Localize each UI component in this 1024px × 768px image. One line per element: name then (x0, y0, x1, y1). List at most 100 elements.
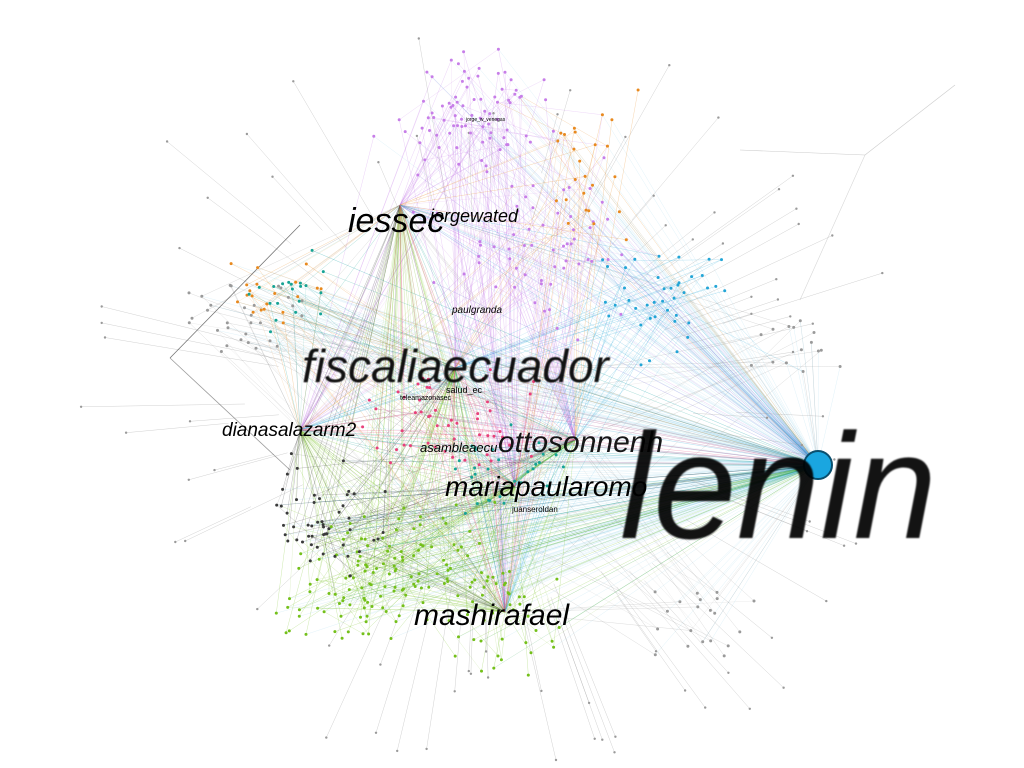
label-juanseroldan[interactable]: juanseroldan (511, 505, 558, 514)
edge (273, 286, 456, 369)
edge (454, 102, 511, 369)
label-jorgewated[interactable]: jorgewated (427, 206, 519, 226)
edge (299, 429, 495, 503)
edge (454, 367, 557, 456)
graph-node (446, 580, 450, 583)
edge (399, 204, 521, 605)
edge (673, 297, 819, 466)
label-paulgranda[interactable]: paulgranda (451, 305, 502, 316)
edge (487, 576, 506, 613)
label-fiscaliaecuador[interactable]: fiscaliaecuador (302, 340, 611, 392)
edge (530, 141, 819, 466)
graph-node (472, 98, 476, 101)
edge (343, 464, 819, 598)
edge (484, 583, 487, 652)
graph-node (408, 444, 412, 448)
edge (554, 266, 819, 466)
edge (299, 429, 361, 557)
graph-node (508, 443, 512, 447)
edge (275, 320, 819, 466)
graph-node (249, 321, 253, 325)
edge (402, 485, 516, 561)
edge (557, 140, 819, 466)
edge (299, 429, 540, 463)
edge (504, 287, 515, 613)
edge (410, 445, 453, 458)
graph-node (383, 490, 387, 493)
label-ottosonnenh[interactable]: ottosonnenh (498, 426, 663, 459)
edge (317, 485, 516, 523)
edge (454, 367, 711, 642)
edge (343, 460, 468, 556)
edge (443, 464, 819, 561)
edge (422, 464, 819, 546)
edge (310, 204, 401, 585)
edge (454, 210, 589, 369)
graph-node (513, 479, 517, 483)
edge (454, 367, 689, 647)
edge (513, 234, 819, 466)
edge (457, 464, 819, 596)
label-mashirafael[interactable]: mashirafael (414, 599, 570, 632)
graph-node (363, 569, 367, 573)
edge (574, 89, 639, 441)
graph-node (426, 441, 430, 445)
graph-node (496, 118, 499, 121)
label-lenin[interactable]: lenin (620, 402, 937, 570)
lenin-node[interactable] (803, 450, 833, 480)
label-dianasalazarm2[interactable]: dianasalazarm2 (222, 420, 357, 441)
graph-node (430, 75, 434, 79)
edge (299, 429, 421, 517)
edge (305, 204, 401, 635)
label-salud-ec[interactable]: salud_ec (446, 385, 483, 395)
edge (339, 439, 576, 604)
graph-node (342, 596, 346, 600)
edge (533, 381, 819, 466)
graph-node (511, 608, 515, 612)
edge (567, 243, 819, 466)
graph-node (557, 626, 561, 629)
graph-node (304, 262, 308, 266)
graph-node (534, 462, 538, 466)
edge (504, 261, 592, 613)
label-asambleaec[interactable]: asambleaecu (420, 440, 497, 455)
graph-node (257, 285, 261, 289)
edge (514, 97, 520, 487)
label-mariapaularomo[interactable]: mariapaularomo (445, 471, 647, 502)
graph-node (268, 301, 272, 305)
edge (299, 301, 456, 369)
edge (503, 137, 516, 487)
edge (299, 429, 455, 440)
graph-node (247, 292, 251, 296)
graph-node (356, 563, 360, 567)
graph-node (478, 116, 482, 120)
edge (456, 464, 819, 506)
edge (421, 411, 819, 466)
edge (264, 309, 819, 466)
graph-node (470, 475, 474, 479)
graph-node (300, 299, 304, 303)
graph-node (417, 37, 420, 40)
edge (711, 351, 794, 365)
edge (715, 494, 808, 532)
edge (419, 464, 819, 575)
edge (360, 485, 516, 557)
edge (343, 439, 576, 540)
edge (442, 105, 506, 613)
label-small-top[interactable]: jorge_w_venegas (465, 117, 506, 123)
edge (498, 73, 576, 441)
edge (451, 367, 456, 421)
graph-node (393, 585, 397, 589)
label-teleamazonasec[interactable]: teleamazonasec (400, 395, 451, 402)
edge (504, 239, 575, 613)
edge (185, 484, 304, 542)
edge (226, 345, 506, 613)
graph-node (610, 118, 614, 122)
graph-node (473, 448, 477, 451)
edge (399, 48, 499, 121)
edge (312, 536, 506, 613)
edge (419, 142, 819, 466)
edge (324, 464, 819, 612)
edge (399, 204, 438, 426)
label-iessec[interactable]: iessec (348, 202, 444, 240)
